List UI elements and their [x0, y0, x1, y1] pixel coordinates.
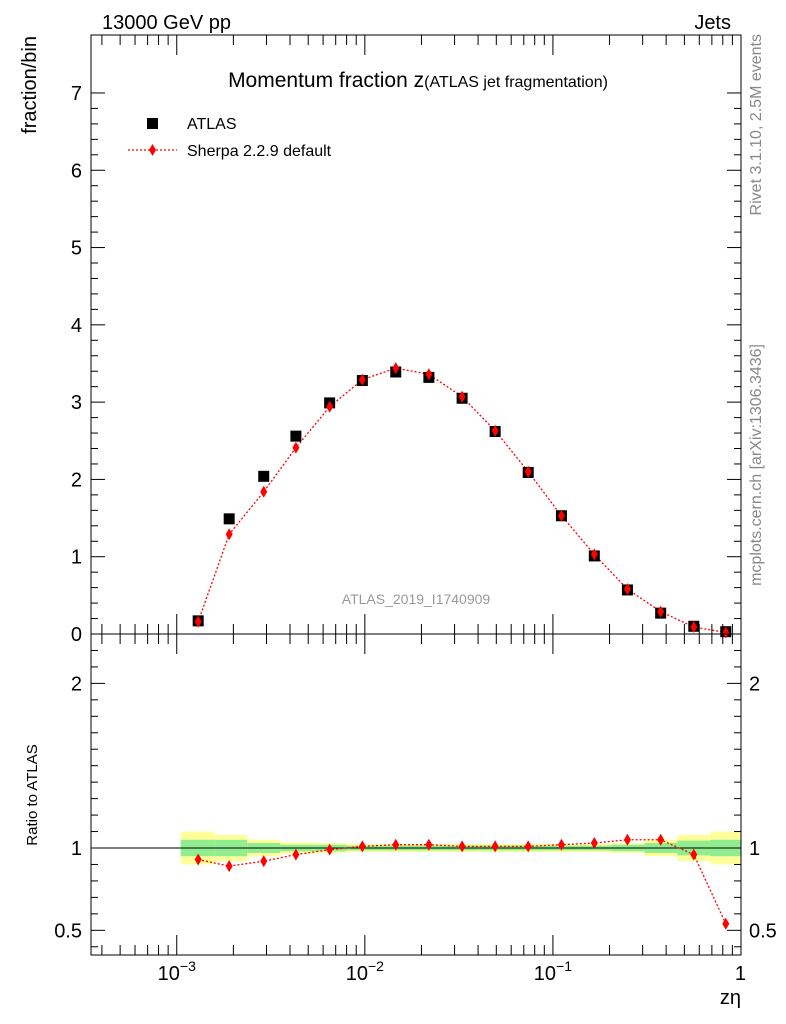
chart-title-sub: (ATLAS jet fragmentation): [424, 74, 608, 91]
legend-atlas-marker: [147, 118, 158, 129]
sherpa-point: [590, 548, 598, 561]
sherpa-ratio-point: [623, 833, 631, 846]
y-tick-label-top: 7: [71, 83, 82, 105]
sherpa-ratio-point: [292, 848, 300, 861]
sherpa-point: [657, 605, 665, 618]
sherpa-point: [392, 362, 400, 375]
y-tick-label-top: 4: [71, 315, 82, 337]
sherpa-point: [557, 509, 565, 522]
sherpa-point: [458, 390, 466, 403]
chart-title-main: Momentum fraction z: [228, 69, 424, 92]
sherpa-point: [524, 465, 532, 478]
sherpa-ratio-point: [260, 855, 268, 868]
sherpa-ratio-point: [358, 840, 366, 853]
y-tick-label-top: 6: [71, 160, 82, 182]
y-tick-label-top: 3: [71, 392, 82, 414]
y-tick-label-top: 2: [71, 469, 82, 491]
atlas-data-point: [290, 430, 302, 442]
sherpa-point: [225, 528, 233, 541]
legend-atlas-label: ATLAS: [187, 116, 237, 133]
sherpa-ratio-point: [590, 837, 598, 850]
y-tick-label-top: 1: [71, 547, 82, 569]
header-right: Jets: [694, 12, 731, 34]
x-tick-label: 10−1: [534, 958, 572, 985]
y-tick-label-bottom: 0.5: [54, 920, 82, 942]
chart-title: Momentum fraction z(ATLAS jet fragmentat…: [228, 69, 608, 92]
legend: ATLAS Sherpa 2.2.9 default: [128, 116, 332, 160]
sherpa-ratio-line: [198, 839, 727, 924]
upper-panel: 0 1 2 3 4 5 6 7: [71, 34, 742, 646]
x-axis: 10−3 10−2 10−1 1: [101, 35, 746, 985]
sherpa-point: [623, 583, 631, 596]
sherpa-ratio-point: [458, 840, 466, 853]
sherpa-ratio-point: [524, 840, 532, 853]
sherpa-point: [292, 441, 300, 454]
sherpa-ratio-point: [225, 860, 233, 873]
legend-sherpa-label: Sherpa 2.2.9 default: [187, 143, 332, 160]
sherpa-point: [194, 615, 202, 628]
sherpa-ratio-point: [557, 838, 565, 851]
sherpa-ratio-point: [326, 843, 334, 856]
lower-frame: [90, 633, 742, 956]
y-tick-label-bottom-right: 1: [749, 838, 760, 860]
atlas-data-point: [223, 513, 235, 525]
y-axis-label-bottom: Ratio to ATLAS: [24, 744, 41, 845]
x-axis-label: zη: [720, 987, 741, 1009]
legend-sherpa-marker: [149, 144, 156, 156]
y-tick-label-bottom: 2: [71, 673, 82, 695]
y-tick-label-bottom-right: 2: [749, 673, 760, 695]
sherpa-ratio-point: [690, 848, 698, 861]
x-tick-label: 10−3: [158, 958, 196, 985]
sherpa-point: [358, 373, 366, 386]
atlas-data-point: [258, 470, 270, 482]
sherpa-point: [491, 424, 499, 437]
sherpa-point: [690, 621, 698, 634]
sherpa-point: [425, 368, 433, 381]
sherpa-ratio-point: [722, 917, 730, 930]
sherpa-point: [326, 400, 334, 413]
y-tick-label-top: 5: [71, 238, 82, 260]
lower-panel: 0.5 0.5 1 1 2 2: [54, 633, 777, 956]
sherpa-ratio-point: [392, 838, 400, 851]
x-tick-label: 10−2: [346, 958, 384, 985]
sherpa-ratio-point: [491, 840, 499, 853]
sherpa-point: [260, 485, 268, 498]
mcplots-label: mcplots.cern.ch [arXiv:1306.3436]: [748, 344, 765, 586]
sherpa-ratio-point: [425, 838, 433, 851]
analysis-label: ATLAS_2019_I1740909: [342, 591, 491, 607]
header-left: 13000 GeV pp: [102, 12, 231, 34]
y-tick-label-bottom: 1: [71, 838, 82, 860]
sherpa-point: [722, 626, 730, 639]
rivet-label: Rivet 3.1.10, 2.5M events: [748, 34, 765, 215]
y-tick-label-top: 0: [71, 624, 82, 646]
y-axis-label-top: fraction/bin: [19, 36, 41, 134]
y-tick-label-bottom-right: 0.5: [749, 920, 777, 942]
sherpa-ratio-point: [194, 853, 202, 866]
x-tick-label: 1: [735, 963, 746, 985]
sherpa-ratio-point: [657, 833, 665, 846]
